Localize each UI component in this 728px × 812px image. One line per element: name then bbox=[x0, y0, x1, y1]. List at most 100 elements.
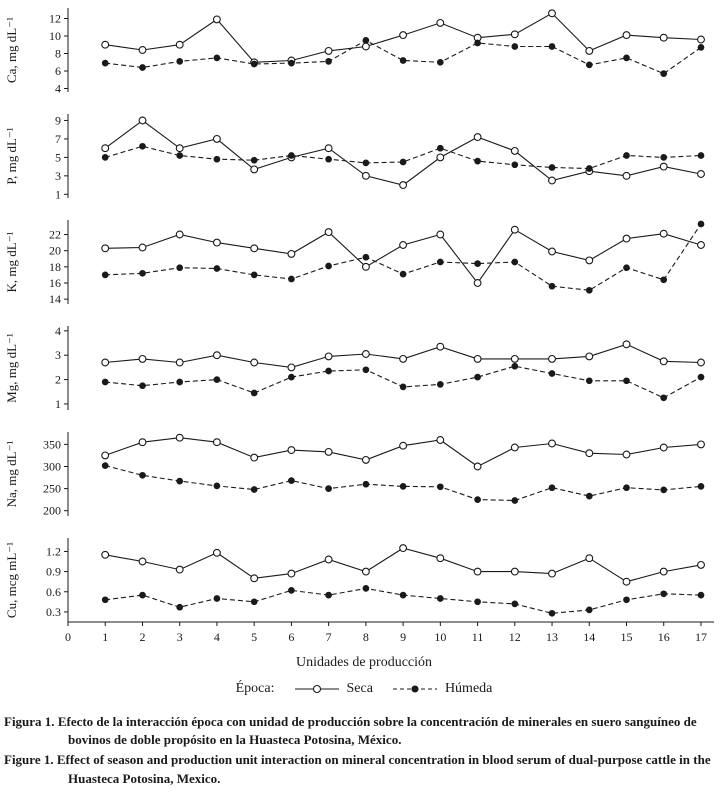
data-point-seca bbox=[436, 18, 445, 27]
y-tick-label: 3 bbox=[55, 169, 61, 183]
data-point-humeda bbox=[436, 58, 444, 66]
series-line-humeda bbox=[105, 39, 702, 75]
data-point-seca bbox=[324, 228, 333, 237]
data-point-seca bbox=[659, 357, 668, 366]
data-point-humeda bbox=[139, 382, 146, 390]
data-point-seca bbox=[212, 238, 221, 247]
data-point-seca bbox=[697, 440, 705, 449]
data-point-seca bbox=[287, 569, 296, 578]
data-point-seca bbox=[361, 350, 370, 358]
data-point-seca bbox=[697, 560, 705, 569]
data-point-humeda bbox=[250, 389, 258, 397]
data-point-humeda bbox=[176, 58, 184, 65]
y-tick-label: 3 bbox=[55, 348, 61, 362]
data-point-humeda bbox=[325, 155, 332, 163]
caption-es-label: Figura 1. bbox=[4, 714, 55, 729]
data-point-seca bbox=[212, 134, 221, 143]
data-point-humeda bbox=[697, 152, 705, 159]
data-point-seca bbox=[101, 144, 110, 153]
data-point-seca bbox=[436, 436, 445, 444]
data-point-humeda bbox=[101, 378, 109, 386]
data-point-humeda bbox=[362, 366, 370, 374]
data-point-humeda bbox=[623, 54, 630, 62]
y-tick-label: 350 bbox=[43, 437, 61, 451]
y-tick-label: 0.9 bbox=[46, 565, 61, 579]
x-axis: 0 1 2 3 4 5 6 7 8 9 10 11 12 13 14 15 16 17 bbox=[65, 621, 714, 644]
data-point-seca bbox=[287, 363, 296, 372]
caption-es-text: Efecto de la interacción época con unida… bbox=[57, 714, 697, 748]
data-point-humeda bbox=[325, 591, 332, 599]
data-point-humeda bbox=[101, 271, 109, 279]
data-point-seca bbox=[175, 144, 184, 153]
y-axis-title: P, mg dL⁻¹ bbox=[4, 127, 19, 184]
data-point-seca bbox=[473, 567, 482, 576]
data-point-humeda bbox=[548, 164, 556, 171]
x-tick-label: 3 bbox=[177, 630, 183, 644]
data-point-seca bbox=[101, 550, 110, 559]
x-tick-label: 7 bbox=[326, 630, 332, 644]
data-point-humeda bbox=[325, 485, 332, 492]
data-point-humeda bbox=[176, 378, 184, 386]
x-axis-title: Unidades de producción bbox=[295, 655, 433, 670]
data-point-seca bbox=[659, 162, 668, 171]
x-tick-label: 11 bbox=[472, 630, 484, 644]
y-tick-label: 8 bbox=[55, 47, 61, 61]
y-axis-title: Cu, mcg mL⁻¹ bbox=[4, 542, 19, 618]
data-point-humeda bbox=[623, 484, 630, 492]
data-point-seca bbox=[622, 450, 631, 459]
data-point-humeda bbox=[436, 258, 444, 266]
data-point-humeda bbox=[585, 286, 593, 294]
data-point-humeda bbox=[176, 152, 184, 159]
data-point-seca bbox=[361, 171, 370, 180]
data-point-humeda bbox=[585, 377, 593, 385]
data-point-humeda bbox=[660, 154, 668, 161]
x-tick-label: 6 bbox=[288, 630, 294, 644]
data-point-seca bbox=[510, 225, 519, 234]
data-point-seca bbox=[399, 544, 408, 553]
data-point-seca bbox=[399, 31, 408, 40]
series-line-seca bbox=[104, 119, 702, 186]
y-tick-label: 200 bbox=[43, 504, 61, 518]
data-point-seca bbox=[138, 46, 147, 54]
data-point-seca bbox=[473, 133, 482, 142]
figure-caption: Figura 1. Efecto de la interacción época… bbox=[0, 713, 728, 788]
data-point-seca bbox=[510, 354, 519, 363]
y-tick-label: 250 bbox=[43, 482, 61, 496]
data-point-seca bbox=[585, 554, 594, 563]
data-point-seca bbox=[101, 358, 110, 367]
data-point-seca bbox=[138, 243, 147, 252]
data-point-humeda bbox=[101, 59, 109, 67]
x-tick-label: 4 bbox=[214, 630, 220, 644]
panel-k: 14 16 18 20 22 K, mg dL⁻¹ bbox=[4, 220, 705, 306]
data-point-humeda bbox=[511, 600, 519, 608]
data-point-seca bbox=[436, 342, 445, 351]
data-point-humeda bbox=[176, 477, 184, 485]
x-tick-label: 12 bbox=[509, 630, 521, 644]
data-point-humeda bbox=[288, 477, 295, 484]
data-point-seca bbox=[212, 351, 221, 360]
data-point-humeda bbox=[139, 471, 146, 479]
data-point-seca bbox=[138, 354, 147, 363]
data-point-humeda bbox=[250, 598, 258, 606]
data-point-seca bbox=[250, 358, 259, 367]
data-point-humeda bbox=[399, 383, 407, 391]
panel-p: 1 3 5 7 9 P, mg dL⁻¹ bbox=[4, 113, 705, 201]
data-point-seca bbox=[250, 574, 259, 583]
y-tick-label: 0.3 bbox=[46, 605, 61, 619]
series-line-seca bbox=[105, 547, 702, 583]
data-point-humeda bbox=[101, 596, 109, 604]
data-point-humeda bbox=[213, 482, 221, 490]
data-point-humeda bbox=[288, 373, 295, 381]
data-point-humeda bbox=[288, 275, 295, 283]
data-point-seca bbox=[548, 247, 556, 256]
data-point-humeda bbox=[548, 43, 556, 50]
data-point-humeda bbox=[399, 483, 407, 490]
series-line-humeda bbox=[105, 365, 702, 399]
data-point-seca bbox=[324, 352, 333, 361]
data-point-humeda bbox=[511, 258, 519, 266]
data-point-humeda bbox=[660, 276, 668, 284]
data-point-seca bbox=[659, 443, 668, 452]
data-point-humeda bbox=[213, 595, 221, 602]
data-point-seca bbox=[399, 241, 408, 249]
data-point-seca bbox=[212, 15, 221, 24]
